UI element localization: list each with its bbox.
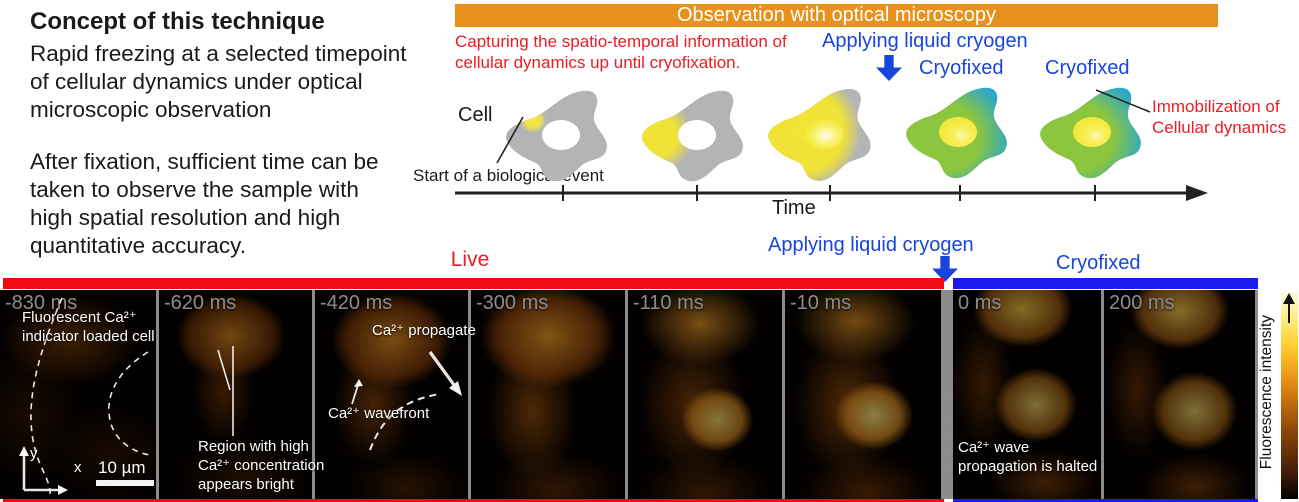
time-axis [455, 89, 1208, 201]
live-period-bar [3, 278, 944, 289]
concept-text-block: Concept of this technique Rapid freezing… [30, 8, 435, 284]
cell-illustration-2 [642, 90, 743, 182]
live-period-bottom-bar [3, 499, 944, 502]
propagate-annotation: Ca²⁺ propagate [372, 322, 476, 339]
region-bright-annotation: Region with high Ca²⁺ concentration appe… [198, 438, 325, 493]
intensity-up-arrow-icon [1283, 293, 1295, 323]
scale-bar-label: 10 µm [98, 458, 146, 477]
micrograph-panel: -10 ms [785, 290, 941, 499]
timestamp-label: -420 ms [320, 292, 393, 314]
concept-paragraph-1: Rapid freezing at a selected timepoint o… [30, 41, 407, 122]
colorbar-label: Fluorescence intensity [1258, 314, 1275, 470]
applying-cryogen-label-top: Applying liquid cryogen [822, 30, 1028, 52]
cryofixed-period-bottom-bar [953, 499, 1258, 502]
applying-cryogen-label-bottom: Applying liquid cryogen [768, 234, 974, 256]
observation-banner: Observation with optical microscopy [455, 4, 1218, 27]
cryofixed-label-2: Cryofixed [1045, 57, 1130, 79]
micrograph-panel: 200 ms [1104, 290, 1255, 499]
cell-label: Cell [458, 104, 493, 126]
cell-illustration-5-cryofixed [1040, 87, 1141, 179]
wavefront-annotation: Ca²⁺ wavefront [328, 405, 430, 422]
cell-illustration-1 [506, 90, 607, 182]
y-axis-label: y [30, 445, 38, 462]
cell-illustration-4-cryofixed [906, 87, 1007, 179]
immobilization-note: Immobilization of Cellular dynamics [1152, 97, 1287, 137]
timestamp-label: -300 ms [476, 292, 549, 314]
timestamp-label: -110 ms [633, 292, 704, 314]
cryofixed-period-bar [953, 278, 1258, 289]
timestamp-label: -10 ms [790, 292, 852, 314]
cryofixed-label-1: Cryofixed [919, 57, 1004, 79]
indicator-annotation: Fluorescent Ca²⁺ indicator loaded cell [22, 309, 155, 345]
x-axis-label: x [74, 459, 82, 476]
timestamp-label: 200 ms [1109, 292, 1175, 314]
concept-title: Concept of this technique [30, 8, 325, 35]
cryofixed-label-bottom: Cryofixed [1056, 252, 1141, 274]
live-label: Live [450, 248, 490, 271]
fluorescence-colorbar [1281, 292, 1298, 499]
capture-note: Capturing the spatio-temporal informatio… [455, 32, 787, 72]
micrograph-panel: -110 ms [628, 290, 782, 499]
cell-illustration-3 [768, 88, 871, 181]
timestamp-label: 0 ms [958, 292, 1002, 314]
halted-annotation: Ca²⁺ wave propagation is halted [958, 439, 1098, 475]
time-axis-label: Time [772, 197, 816, 219]
micrograph-panel: -300 ms [471, 290, 625, 499]
concept-paragraph-2: After fixation, sufficient time can be t… [30, 149, 379, 258]
timestamp-label: -620 ms [164, 292, 237, 314]
